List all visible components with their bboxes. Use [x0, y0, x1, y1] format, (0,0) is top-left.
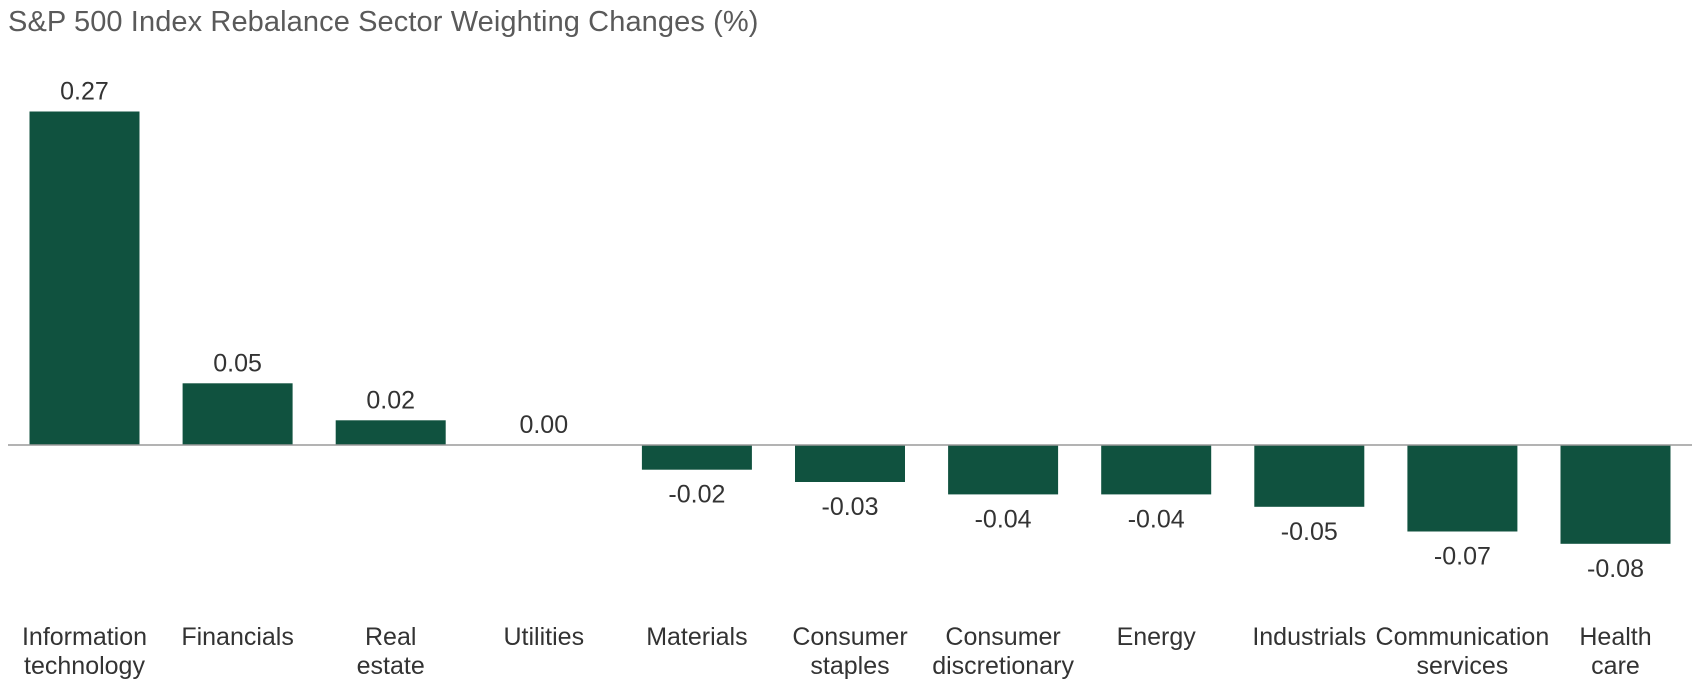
bar-4 [641, 445, 752, 470]
value-label-4: -0.02 [668, 481, 725, 509]
category-label-1-line-0: Financials [181, 623, 294, 651]
value-label-0: 0.27 [60, 78, 109, 106]
value-label-7: -0.04 [1128, 505, 1185, 533]
value-label-6: -0.04 [975, 505, 1032, 533]
bar-6 [948, 445, 1059, 495]
value-label-3: 0.00 [519, 411, 568, 439]
category-label-0-line-0: Information [22, 623, 147, 651]
category-label-7-line-0: Energy [1117, 623, 1197, 651]
category-label-2-line-0: Real [365, 623, 416, 651]
value-label-2: 0.02 [366, 386, 415, 414]
category-label-5-line-1: staples [810, 652, 889, 680]
value-label-1: 0.05 [213, 349, 262, 377]
bar-1 [182, 383, 293, 446]
category-label-5-line-0: Consumer [792, 623, 907, 651]
category-label-6-line-0: Consumer [945, 623, 1060, 651]
bar-5 [795, 445, 905, 482]
category-label-4-line-0: Materials [646, 623, 747, 651]
chart-title: S&P 500 Index Rebalance Sector Weighting… [8, 6, 759, 38]
value-label-9: -0.07 [1434, 543, 1491, 571]
category-label-6-line-1: discretionary [932, 652, 1074, 680]
bar-7 [1101, 445, 1212, 495]
category-label-9-line-1: services [1417, 652, 1509, 680]
category-label-10-line-0: Health [1579, 623, 1651, 651]
bar-9 [1407, 445, 1518, 532]
bars-group [29, 111, 1671, 544]
bar-2 [335, 420, 446, 445]
bar-0 [29, 111, 140, 445]
bar-8 [1254, 445, 1365, 507]
category-label-3-line-0: Utilities [504, 623, 585, 651]
value-label-8: -0.05 [1281, 518, 1338, 546]
category-label-2-line-1: estate [357, 652, 425, 680]
bar-10 [1560, 445, 1671, 544]
category-label-9-line-0: Communication [1376, 623, 1550, 651]
category-label-10-line-1: care [1591, 652, 1640, 680]
category-label-8-line-0: Industrials [1252, 623, 1366, 651]
category-label-0-line-1: technology [24, 652, 145, 680]
value-label-5: -0.03 [822, 493, 879, 521]
value-label-10: -0.08 [1587, 555, 1644, 583]
value-labels-group: 0.27 0.05 0.02 0.00 -0.02 -0.03 -0.04 -0.04 -0.0… [60, 78, 1644, 583]
